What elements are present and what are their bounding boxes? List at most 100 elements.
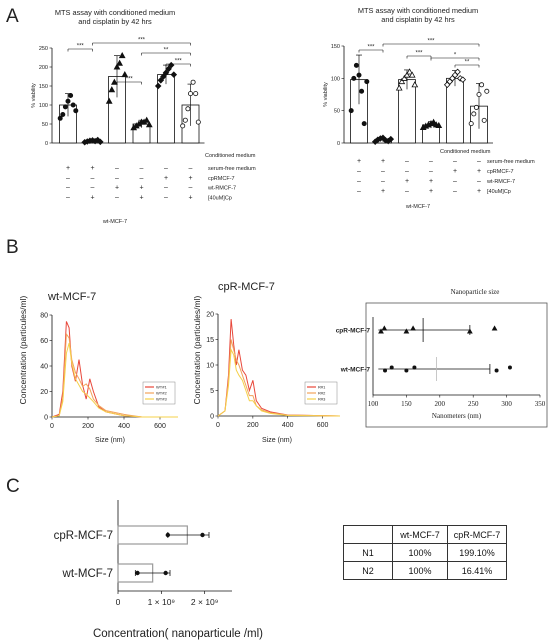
data-point — [118, 51, 126, 59]
condition-symbol: – — [189, 165, 193, 172]
bar — [446, 77, 464, 144]
condition-row-label: serum-free medium — [487, 159, 535, 165]
condition-row-label: cpRMCF-7 — [208, 176, 235, 182]
condition-symbol: – — [381, 168, 385, 175]
table-cell: 100% — [392, 561, 448, 580]
data-point — [356, 72, 362, 78]
data-point — [471, 111, 477, 117]
condition-symbol: – — [66, 185, 70, 192]
significance-label: *** — [77, 44, 85, 50]
y-tick-label: 60 — [40, 338, 48, 345]
condition-symbol: – — [115, 175, 119, 182]
y-tick-label: 50 — [334, 109, 340, 115]
x-axis-label: Size (nm) — [95, 437, 125, 444]
distribution-series-line — [217, 319, 341, 417]
data-point — [403, 328, 410, 334]
condition-symbol: + — [139, 185, 143, 192]
data-point — [163, 570, 168, 576]
significance-label: ** — [164, 48, 169, 54]
y-tick-label: 40 — [40, 364, 48, 371]
distribution-series-line — [217, 347, 341, 417]
data-point — [185, 106, 191, 112]
table-row: N2 100% 16.41% — [343, 561, 507, 580]
data-point — [121, 70, 129, 78]
table-cell: N1 — [343, 543, 393, 562]
data-point — [383, 368, 388, 373]
legend-label: WT#3 — [156, 397, 167, 402]
table-cell: 16.41% — [447, 561, 507, 580]
significance-label: *** — [138, 38, 146, 44]
condition-symbol: + — [188, 175, 192, 182]
data-point — [70, 102, 76, 108]
legend-label: WT#1 — [156, 385, 167, 390]
x-axis-label: Nanometers (nm) — [432, 412, 482, 420]
condition-symbol: + — [90, 194, 94, 201]
condition-symbol: + — [429, 188, 433, 195]
condition-symbol: + — [66, 165, 70, 172]
condition-symbol: – — [164, 165, 168, 172]
condition-symbol: – — [405, 168, 409, 175]
data-point — [165, 532, 171, 538]
condition-symbol: – — [140, 165, 144, 172]
data-point — [491, 325, 498, 331]
condition-symbol: + — [477, 168, 481, 175]
data-point — [113, 63, 121, 70]
y-tick-label: 0 — [210, 414, 214, 421]
panel-c-concentration-chart: 0 1 × 10⁹ 2 × 10⁹ Concentration( nanopartic… — [54, 500, 263, 640]
x-tick-label: 200 — [247, 422, 259, 429]
data-point — [494, 368, 499, 373]
condition-symbol: – — [357, 168, 361, 175]
x-tick-label: 2 × 10⁹ — [191, 597, 219, 607]
data-point — [165, 65, 172, 73]
y-tick-label: 20 — [40, 389, 48, 396]
table-header-row: wt-MCF-7 cpR-MCF-7 — [343, 525, 507, 544]
data-point — [412, 365, 417, 370]
data-point — [62, 104, 68, 110]
data-point — [145, 121, 153, 128]
significance-label: *** — [175, 59, 183, 65]
condition-symbol: – — [140, 175, 144, 182]
condition-symbol: – — [453, 178, 457, 185]
condition-symbol: + — [90, 165, 94, 172]
y-axis-label: % viability — [323, 82, 329, 107]
data-point — [364, 79, 370, 85]
x-tick-label: 0 — [116, 597, 121, 607]
data-point — [435, 121, 443, 129]
condition-symbol: + — [188, 194, 192, 201]
y-tick-label: 10 — [206, 363, 214, 370]
data-point — [378, 328, 384, 334]
significance-label: *** — [126, 77, 134, 83]
data-point — [410, 325, 416, 331]
data-point — [190, 79, 196, 85]
data-point — [73, 108, 79, 114]
y-tick-label: 150 — [331, 44, 340, 50]
y-tick-label: 20 — [206, 312, 214, 319]
data-point — [389, 365, 394, 370]
data-point — [404, 368, 409, 373]
panel-b-cpr-size-distribution: cpR-MCF-7 Concentration (particules/ml) 0 5… — [192, 281, 341, 444]
y-tick-label: 200 — [39, 65, 48, 71]
y-axis-label: Concentration (particules/ml) — [18, 296, 28, 405]
data-point — [193, 91, 199, 97]
data-point — [406, 68, 413, 75]
data-point — [408, 71, 416, 78]
data-point — [459, 76, 467, 83]
panel-b-wt-size-distribution: wt-MCF-7 Concentration (particules/ml) 0 20… — [18, 291, 178, 444]
panel-b-nanoparticle-size-plot: Nanoparticle size 100 150 200 250 300 350 Nanom… — [336, 288, 548, 428]
legend-label: WT#2 — [156, 391, 167, 396]
condition-symbol: – — [381, 178, 385, 185]
condition-symbol: + — [405, 178, 409, 185]
category-label: cpR-MCF-7 — [336, 328, 371, 335]
data-point — [195, 119, 201, 125]
y-tick-label: 0 — [337, 141, 340, 147]
condition-symbol: – — [477, 178, 481, 185]
chart-title-line: MTS assay with conditioned medium — [55, 8, 175, 17]
data-point — [454, 68, 461, 76]
table-cell: N2 — [343, 561, 393, 580]
condition-symbol: + — [453, 168, 457, 175]
panel-b-letter: B — [6, 237, 19, 258]
x-tick-label: 400 — [282, 422, 294, 429]
data-point — [479, 82, 485, 88]
